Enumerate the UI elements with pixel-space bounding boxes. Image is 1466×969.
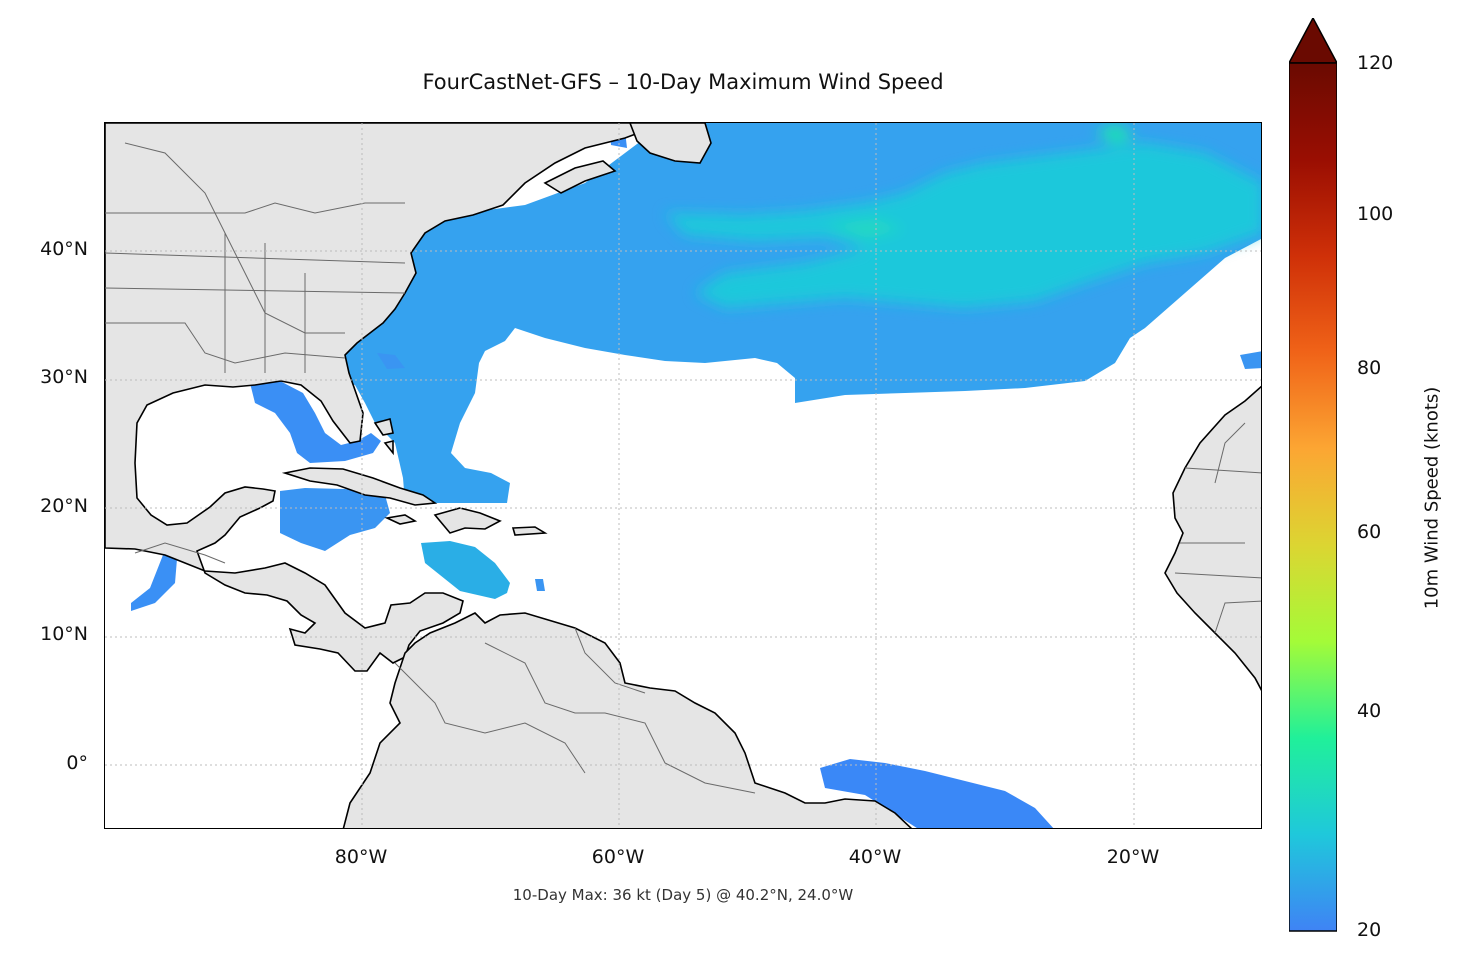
colorbar-tick-label: 60	[1357, 521, 1382, 543]
y-tick-label: 40°N	[40, 238, 88, 260]
wind-swath-gulf	[250, 381, 381, 463]
wind-swath-caribbean-east	[421, 541, 510, 599]
colorbar-tick-label: 120	[1357, 52, 1394, 74]
x-tick-label: 60°W	[591, 846, 645, 868]
jamaica	[384, 514, 418, 525]
y-tick-label: 30°N	[40, 366, 88, 388]
country-borders	[105, 142, 1261, 794]
y-tick-label: 10°N	[40, 623, 88, 645]
x-tick-label: 20°W	[1106, 846, 1160, 868]
y-tick-label: 20°N	[40, 495, 88, 517]
hispaniola	[433, 507, 502, 534]
wind-swath-canary	[1240, 351, 1261, 369]
africa	[1164, 385, 1261, 691]
x-tick-label: 40°W	[848, 846, 902, 868]
north-america	[105, 123, 666, 672]
colorbar-label: 10m Wind Speed (knots)	[1421, 386, 1443, 610]
colorbar-gradient	[1289, 62, 1337, 932]
wind-swaths	[131, 123, 1261, 828]
colorbar-tick-label: 40	[1357, 700, 1382, 722]
colorbar-tick-label: 80	[1357, 357, 1382, 379]
max-wind-footnote: 10-Day Max: 36 kt (Day 5) @ 40.2°N, 24.0…	[512, 886, 854, 904]
nova-scotia	[543, 160, 617, 194]
cuba	[281, 467, 438, 506]
colorbar-extend-arrow	[1289, 18, 1337, 64]
map-area	[104, 122, 1262, 829]
wind-swath-equatorial	[820, 759, 1054, 828]
wind-swath-highs	[665, 123, 1261, 308]
y-tick-label: 0°	[66, 752, 88, 774]
colorbar-tick-label: 100	[1357, 203, 1394, 225]
colorbar	[1289, 18, 1337, 932]
chart-title: FourCastNet-GFS – 10-Day Maximum Wind Sp…	[422, 70, 944, 94]
south-america	[342, 612, 913, 828]
map-canvas	[105, 123, 1261, 828]
bahamas	[373, 418, 394, 456]
graticule	[105, 123, 1261, 828]
colorbar-tick-label: 20	[1357, 919, 1382, 941]
wind-swath-east-pacific	[131, 555, 177, 611]
x-tick-label: 80°W	[334, 846, 388, 868]
puerto-rico	[511, 526, 548, 536]
newfoundland	[629, 123, 712, 164]
landmasses	[105, 123, 1261, 828]
